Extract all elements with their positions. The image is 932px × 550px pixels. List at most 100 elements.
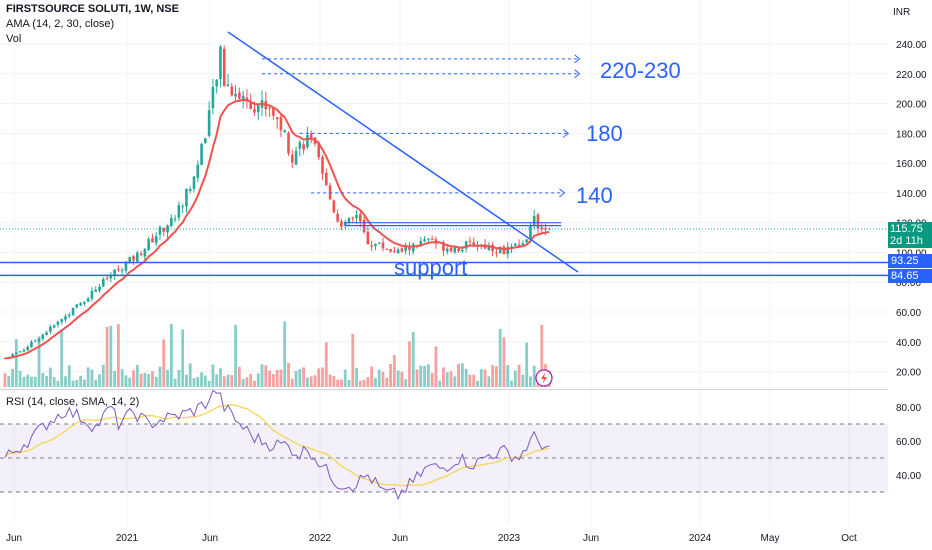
volume-bar [245,377,249,387]
candle-body [56,321,60,325]
volume-bar [445,372,449,387]
volume-bar [60,329,64,387]
price-tick-label: 140.00 [896,189,927,200]
volume-bar [158,366,162,387]
candle-body [298,142,302,149]
candle-body [234,94,237,97]
annotation-target-mid[interactable]: 180 [586,121,623,146]
candle-body [457,248,460,252]
price-tick-label: 180.00 [896,129,927,140]
volume-bar [525,342,529,387]
candle-body [147,239,150,250]
volume-bar [94,379,98,387]
volume-bar [18,371,22,387]
volume-bar [502,337,506,387]
candle-body [15,352,18,355]
candle-body [128,256,132,262]
candle-body [207,110,211,136]
candle-body [294,150,298,165]
annotation-support[interactable]: support [394,255,467,280]
volume-bar [75,380,79,387]
candle-body [434,239,438,244]
volume-bar [468,374,472,387]
volume-bar [294,370,298,387]
volume-bar [302,367,306,387]
annotation-target-low[interactable]: 140 [576,183,613,208]
time-axis[interactable]: Jun 2021 Jun 2022 Jun 2023 Jun 2024 May Oct [6,533,857,544]
volume-bar [101,364,105,387]
volume-bar [513,370,517,387]
volume-bar [529,376,532,387]
candle-body [468,240,472,242]
candle-body [287,132,290,154]
volume-bar [151,371,154,387]
volume-bar [309,376,313,387]
indicator-legend[interactable]: AMA (14, 2, 30, close) [6,18,115,30]
volume-bar [506,364,510,387]
volume-legend[interactable]: Vol [6,33,22,45]
candle-body [94,289,98,292]
candle-body [351,217,355,219]
volume-bar [298,369,302,387]
level-lines [0,54,888,277]
candle-body [347,218,351,222]
candle-body [495,252,498,254]
candle-body [411,244,415,252]
volume-bar [374,378,377,387]
candle-body [283,130,287,133]
time-tick-label: May [761,533,780,544]
volume-bar [426,364,430,387]
candle-body [336,213,339,222]
candle-body [272,107,275,116]
volume-bar [79,375,82,387]
candle-body [306,135,309,148]
candle-body [253,109,256,113]
candle-body [472,242,476,247]
volume-bar [340,379,343,387]
volume-bar [98,374,101,387]
volume-bar [411,332,415,387]
candle-body [487,245,491,251]
volume-bar [290,378,294,387]
trendline[interactable] [227,31,579,273]
rsi-legend[interactable]: RSI (14, close, SMA, 14, 2) [6,396,140,408]
candle-body [400,248,404,252]
volume-bar [30,376,33,387]
candle-body [230,86,234,96]
volume-bar [22,376,26,387]
chart-symbol[interactable]: FIRSTSOURCE SOLUTI, 1W, NSE [6,3,179,15]
volume-bar [11,368,14,387]
time-tick-label: Jun [6,533,22,544]
volume-bar [540,324,544,387]
candle-body [166,225,169,233]
volume-bar [283,321,287,387]
candle-body [419,240,423,247]
candle-body [90,290,94,299]
rsi-ma-line [4,403,550,487]
volume-bars [3,321,551,387]
annotation-target-high[interactable]: 220-230 [600,58,681,83]
volume-bar [328,374,332,387]
volume-bar [479,369,483,387]
candle-body [502,246,506,255]
target-arrow [559,188,566,198]
volume-bar [3,373,7,387]
volume-bar [385,377,389,387]
candle-body [377,242,381,244]
lightning-icon [541,372,547,384]
volume-bar [370,366,374,387]
volume-bar [336,379,340,387]
volume-bar [215,374,219,387]
candle-body [170,218,173,227]
volume-bar [230,375,234,387]
volume-bar [56,380,60,387]
candle-body [427,238,430,240]
candle-body [366,231,370,245]
volume-bar [86,367,90,387]
volume-bar [207,380,211,387]
candle-body [238,92,241,99]
candle-body [536,214,540,229]
candle-body [302,144,305,150]
volume-bar [249,373,253,387]
